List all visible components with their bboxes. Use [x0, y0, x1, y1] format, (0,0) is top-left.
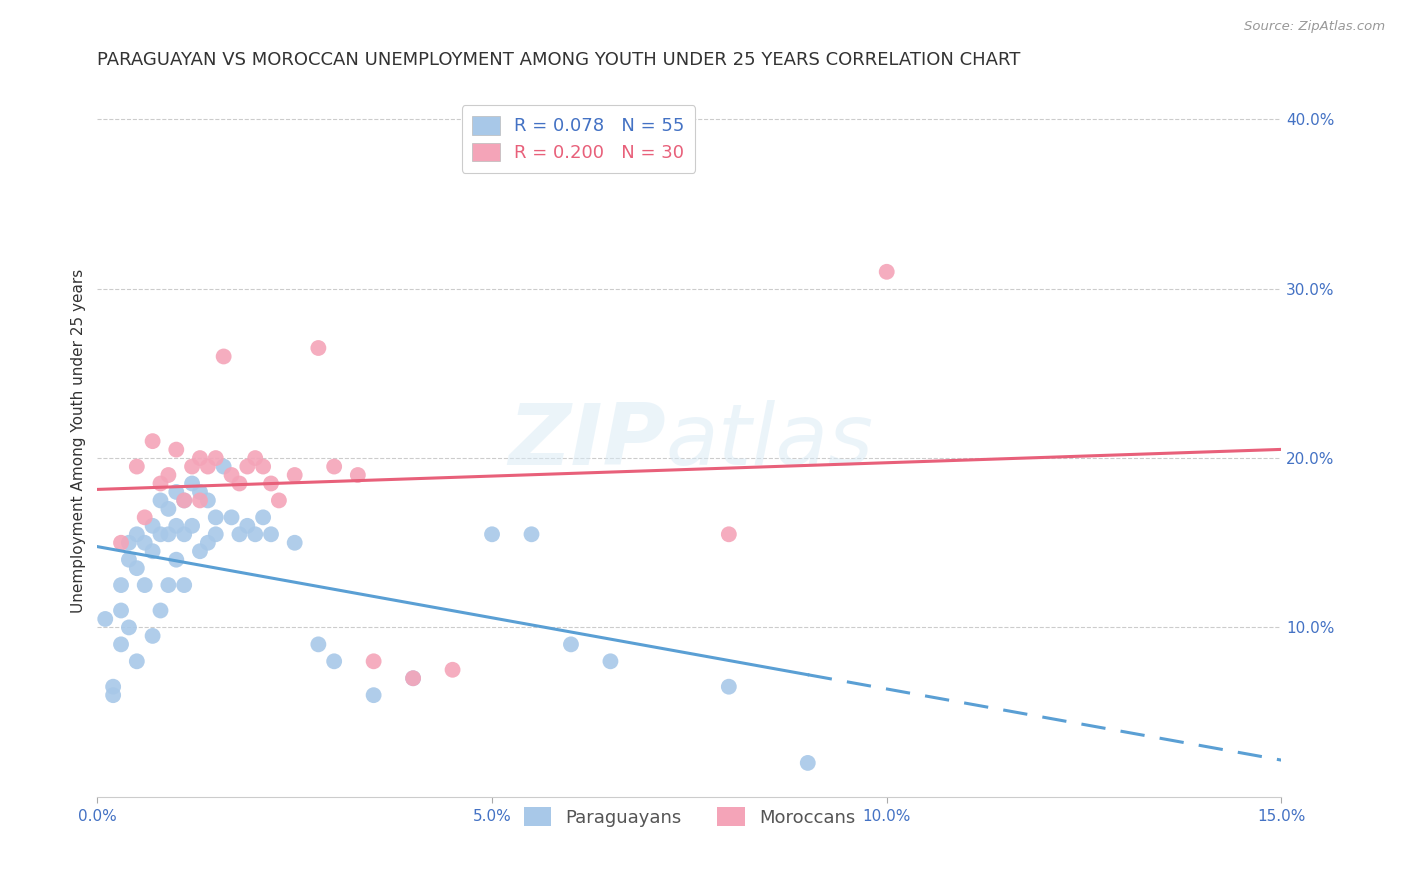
Point — [181, 518, 204, 533]
Point — [94, 612, 117, 626]
Point — [363, 688, 385, 702]
Legend: Paraguayans, Moroccans: Paraguayans, Moroccans — [516, 800, 862, 834]
Point — [204, 510, 226, 524]
Point — [197, 459, 219, 474]
Point — [134, 510, 156, 524]
Point — [125, 561, 148, 575]
Point — [157, 468, 180, 483]
Point — [110, 578, 132, 592]
Point — [181, 459, 204, 474]
Point — [260, 476, 283, 491]
Point — [134, 535, 156, 549]
Point — [212, 459, 235, 474]
Point — [157, 502, 180, 516]
Point — [441, 663, 464, 677]
Point — [165, 442, 187, 457]
Point — [323, 459, 346, 474]
Point — [118, 552, 141, 566]
Point — [284, 468, 307, 483]
Point — [228, 527, 250, 541]
Point — [284, 535, 307, 549]
Text: ZIP: ZIP — [508, 400, 665, 483]
Point — [125, 527, 148, 541]
Point — [197, 535, 219, 549]
Point — [173, 493, 195, 508]
Point — [173, 578, 195, 592]
Point — [236, 518, 259, 533]
Point — [118, 535, 141, 549]
Point — [110, 535, 132, 549]
Point — [149, 493, 172, 508]
Point — [188, 451, 211, 466]
Point — [252, 510, 274, 524]
Point — [142, 629, 165, 643]
Point — [204, 451, 226, 466]
Point — [363, 654, 385, 668]
Point — [245, 527, 267, 541]
Point — [560, 637, 582, 651]
Point — [717, 680, 740, 694]
Point — [221, 510, 243, 524]
Text: PARAGUAYAN VS MOROCCAN UNEMPLOYMENT AMONG YOUTH UNDER 25 YEARS CORRELATION CHART: PARAGUAYAN VS MOROCCAN UNEMPLOYMENT AMON… — [97, 51, 1021, 69]
Text: Source: ZipAtlas.com: Source: ZipAtlas.com — [1244, 20, 1385, 33]
Point — [717, 527, 740, 541]
Point — [876, 265, 898, 279]
Point — [101, 680, 124, 694]
Point — [402, 671, 425, 685]
Point — [307, 637, 329, 651]
Point — [142, 518, 165, 533]
Point — [520, 527, 543, 541]
Point — [188, 544, 211, 558]
Point — [173, 527, 195, 541]
Point — [245, 451, 267, 466]
Point — [188, 485, 211, 500]
Point — [165, 552, 187, 566]
Point — [402, 671, 425, 685]
Y-axis label: Unemployment Among Youth under 25 years: Unemployment Among Youth under 25 years — [72, 269, 86, 614]
Point — [157, 527, 180, 541]
Point — [481, 527, 503, 541]
Point — [142, 544, 165, 558]
Point — [101, 688, 124, 702]
Point — [267, 493, 290, 508]
Point — [204, 527, 226, 541]
Point — [260, 527, 283, 541]
Point — [165, 518, 187, 533]
Point — [173, 493, 195, 508]
Point — [157, 578, 180, 592]
Point — [307, 341, 329, 355]
Point — [221, 468, 243, 483]
Point — [323, 654, 346, 668]
Point — [212, 350, 235, 364]
Point — [142, 434, 165, 449]
Point — [125, 654, 148, 668]
Text: atlas: atlas — [665, 400, 873, 483]
Point — [149, 527, 172, 541]
Point — [188, 493, 211, 508]
Point — [228, 476, 250, 491]
Point — [149, 476, 172, 491]
Point — [181, 476, 204, 491]
Point — [110, 603, 132, 617]
Point — [347, 468, 370, 483]
Point — [197, 493, 219, 508]
Point — [125, 459, 148, 474]
Point — [110, 637, 132, 651]
Point — [797, 756, 820, 770]
Point — [149, 603, 172, 617]
Point — [599, 654, 621, 668]
Point — [165, 485, 187, 500]
Point — [118, 620, 141, 634]
Point — [134, 578, 156, 592]
Point — [252, 459, 274, 474]
Point — [236, 459, 259, 474]
